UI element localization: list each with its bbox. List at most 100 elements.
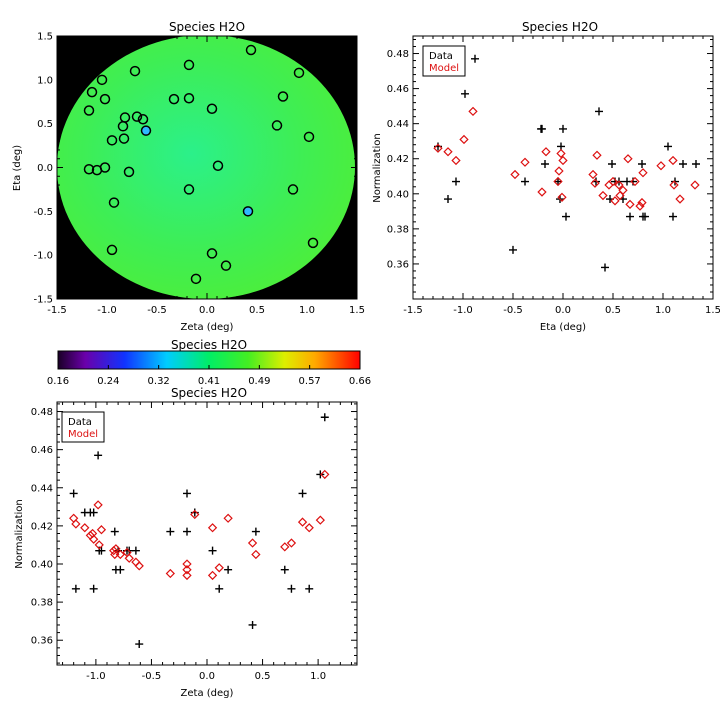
map-point: [106, 135, 118, 146]
map-x-tick-label: 1.5: [349, 305, 365, 316]
eta-model-point: [669, 180, 679, 190]
eta-model-point: [468, 106, 478, 117]
map-point: [91, 164, 103, 176]
zeta-model-point: [304, 523, 314, 533]
zeta-x-tick-label: 1.0: [310, 671, 326, 682]
eta-data-point: [679, 159, 687, 168]
eta-model-point: [598, 190, 608, 201]
map-x-tick-label: -1.0: [97, 305, 117, 316]
eta-model-point: [618, 185, 628, 195]
eta-model-point: [554, 166, 564, 176]
eta-data-point: [471, 54, 479, 63]
colorbar-tick-label: 0.41: [198, 376, 220, 387]
zeta-model-point: [111, 544, 121, 554]
eta-y-tick-label: 0.38: [387, 224, 409, 235]
map-point: [131, 111, 143, 122]
eta-data-point: [641, 212, 649, 221]
zeta-data-point: [94, 451, 103, 460]
map-point: [245, 44, 257, 56]
eta-model-point: [590, 178, 600, 188]
eta-x-tick-label: -1.5: [403, 305, 423, 316]
map-x-tick-label: 1.0: [299, 305, 315, 316]
map-point: [212, 160, 224, 171]
zeta-x-tick-label: 0.5: [255, 671, 271, 682]
colorbar-tick-label: 0.24: [97, 376, 119, 387]
map-point: [183, 92, 195, 104]
zeta-data-point: [305, 584, 314, 593]
map-point: [307, 237, 319, 249]
eta-x-tick-label: 0.0: [555, 305, 571, 316]
map-point: [277, 91, 289, 102]
eta-data-point: [692, 159, 700, 168]
eta-data-point: [669, 212, 677, 221]
zeta-data-point: [183, 527, 191, 536]
zeta-model-point: [320, 469, 330, 480]
eta-model-point: [638, 168, 648, 178]
eta-legend-data: Data: [429, 51, 453, 62]
eta-data-point: [601, 263, 609, 272]
zeta-y-tick-label: 0.38: [31, 598, 53, 609]
eta-model-point: [443, 147, 453, 157]
eta-model-point: [557, 192, 567, 202]
eta-model-point: [553, 176, 563, 187]
map-y-tick-label: -0.5: [33, 207, 53, 218]
eta-data-point: [538, 124, 546, 133]
eta-model-point: [656, 161, 666, 171]
eta-y-tick-label: 0.42: [387, 154, 409, 165]
zeta-data-point: [298, 489, 307, 498]
eta-model-point: [556, 148, 566, 159]
map-point: [108, 197, 120, 208]
zeta-model-point: [94, 540, 104, 550]
zeta-model-point: [214, 563, 224, 573]
eta-data-point: [554, 177, 562, 186]
map-x-tick-label: 0.0: [199, 305, 215, 316]
zeta-data-point: [166, 527, 175, 536]
eta-data-point: [562, 212, 570, 221]
map-point: [183, 184, 195, 195]
zeta-y-tick-label: 0.46: [31, 445, 53, 456]
map-points: [83, 44, 319, 285]
eta-model-point: [675, 194, 685, 204]
eta-model-point: [625, 199, 635, 209]
eta-data-point: [444, 195, 452, 204]
zeta-model-point: [286, 538, 297, 548]
map-point: [99, 93, 111, 105]
eta-model-point: [608, 176, 618, 187]
zeta-data-point: [183, 489, 191, 498]
zeta-model-point: [80, 523, 90, 533]
eta-data-point: [595, 107, 603, 116]
eta-model-point: [623, 154, 633, 164]
map-y-ticks: -1.5 -1.0 -0.5 0.0 0.5 1.0 1.5: [33, 32, 357, 306]
zeta-model-point: [251, 549, 261, 560]
zeta-model-point: [207, 523, 218, 533]
map-point: [106, 244, 118, 256]
eta-data-point: [541, 159, 549, 168]
zeta-model-point: [315, 515, 325, 525]
eta-points: [433, 54, 700, 272]
zeta-data-point: [89, 584, 98, 593]
eta-x-tick-label: -0.5: [503, 305, 523, 316]
map-point: [168, 93, 180, 105]
eta-data-point: [461, 89, 469, 98]
map-point: [123, 166, 135, 178]
map-y-tick-label: 0.0: [37, 163, 53, 174]
zeta-model-point: [96, 525, 107, 535]
eta-data-point: [638, 159, 646, 168]
map-point: [86, 86, 98, 98]
eta-x-tick-label: 1.0: [655, 305, 671, 316]
zeta-x-ticks: -1.0 -0.5 0.0 0.5 1.0: [62, 402, 352, 682]
eta-y-tick-label: 0.48: [387, 49, 409, 60]
zeta-data-point: [251, 527, 260, 536]
zeta-data-point: [116, 565, 125, 574]
zeta-data-point: [215, 584, 224, 593]
eta-y-tick-label: 0.36: [387, 259, 409, 270]
zeta-y-tick-label: 0.42: [31, 521, 53, 532]
eta-model-point: [637, 197, 647, 208]
zeta-y-ticks: 0.36 0.38 0.40 0.42 0.44 0.46 0.48: [31, 403, 357, 664]
eta-model-point: [537, 187, 547, 197]
eta-data-point: [521, 177, 529, 186]
colorbar-tick-label: 0.66: [349, 376, 371, 387]
map-point: [220, 260, 232, 271]
map-point: [83, 105, 95, 116]
eta-y-tick-label: 0.40: [387, 189, 409, 200]
